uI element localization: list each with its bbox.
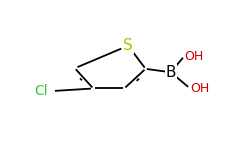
Text: Cl: Cl: [34, 84, 48, 98]
Text: B: B: [166, 65, 176, 80]
Text: S: S: [123, 38, 133, 53]
Text: OH: OH: [190, 82, 210, 95]
Text: OH: OH: [184, 50, 204, 63]
